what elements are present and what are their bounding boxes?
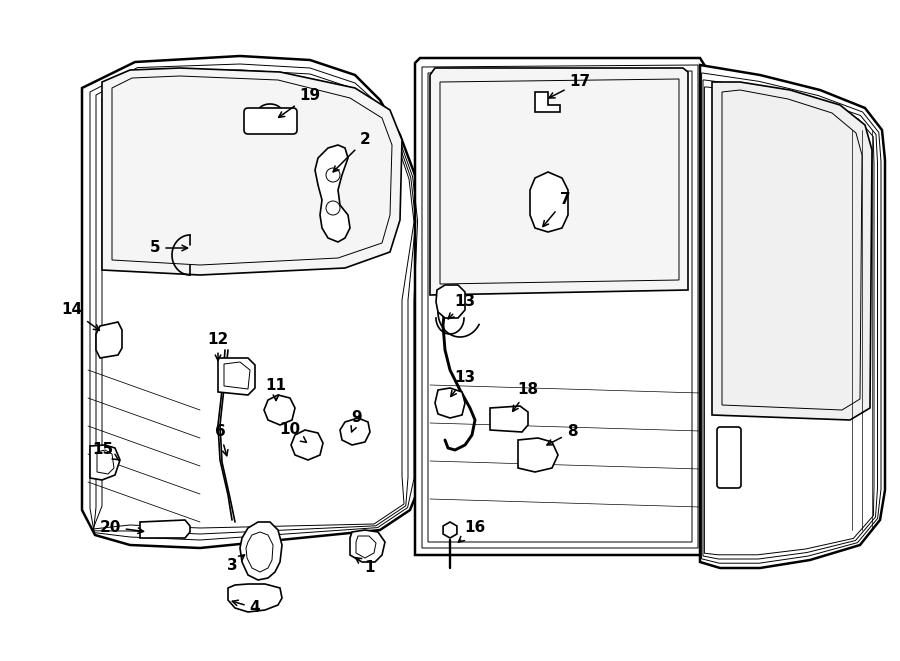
Polygon shape [90,445,120,480]
Polygon shape [240,522,282,580]
Text: 16: 16 [458,520,486,542]
Text: 9: 9 [351,410,363,432]
Polygon shape [490,406,528,432]
Polygon shape [96,322,122,358]
Text: 12: 12 [207,332,229,360]
Polygon shape [82,56,422,548]
Polygon shape [700,65,885,568]
Polygon shape [228,584,282,612]
Polygon shape [443,522,457,538]
Circle shape [326,201,340,215]
Polygon shape [340,418,370,445]
Text: 4: 4 [232,600,260,615]
Text: 19: 19 [279,87,320,118]
Text: 2: 2 [333,132,371,172]
Circle shape [326,168,340,182]
Polygon shape [435,388,465,418]
Polygon shape [350,530,385,562]
Text: 5: 5 [149,241,187,256]
Polygon shape [535,92,560,112]
FancyBboxPatch shape [244,108,297,134]
Text: 13: 13 [448,295,475,319]
Text: 7: 7 [543,192,571,227]
Polygon shape [712,82,872,420]
Polygon shape [97,450,114,474]
Polygon shape [291,430,323,460]
Polygon shape [530,172,568,232]
Text: 14: 14 [61,303,99,330]
Polygon shape [436,285,465,318]
Polygon shape [218,358,255,395]
Text: 6: 6 [214,424,228,455]
Text: 8: 8 [547,424,577,445]
Polygon shape [102,68,402,275]
Text: 18: 18 [513,383,538,411]
FancyBboxPatch shape [717,427,741,488]
Polygon shape [415,58,705,555]
Text: 1: 1 [356,558,375,576]
Text: 20: 20 [99,520,144,535]
Text: 15: 15 [93,442,119,460]
Text: 10: 10 [279,422,307,442]
Text: 3: 3 [227,555,245,572]
Polygon shape [264,395,295,425]
Polygon shape [518,438,558,472]
Polygon shape [140,520,190,538]
Text: 13: 13 [451,371,475,397]
Polygon shape [430,68,688,295]
Text: 17: 17 [549,75,590,98]
Text: 11: 11 [266,377,286,401]
Polygon shape [315,145,350,242]
